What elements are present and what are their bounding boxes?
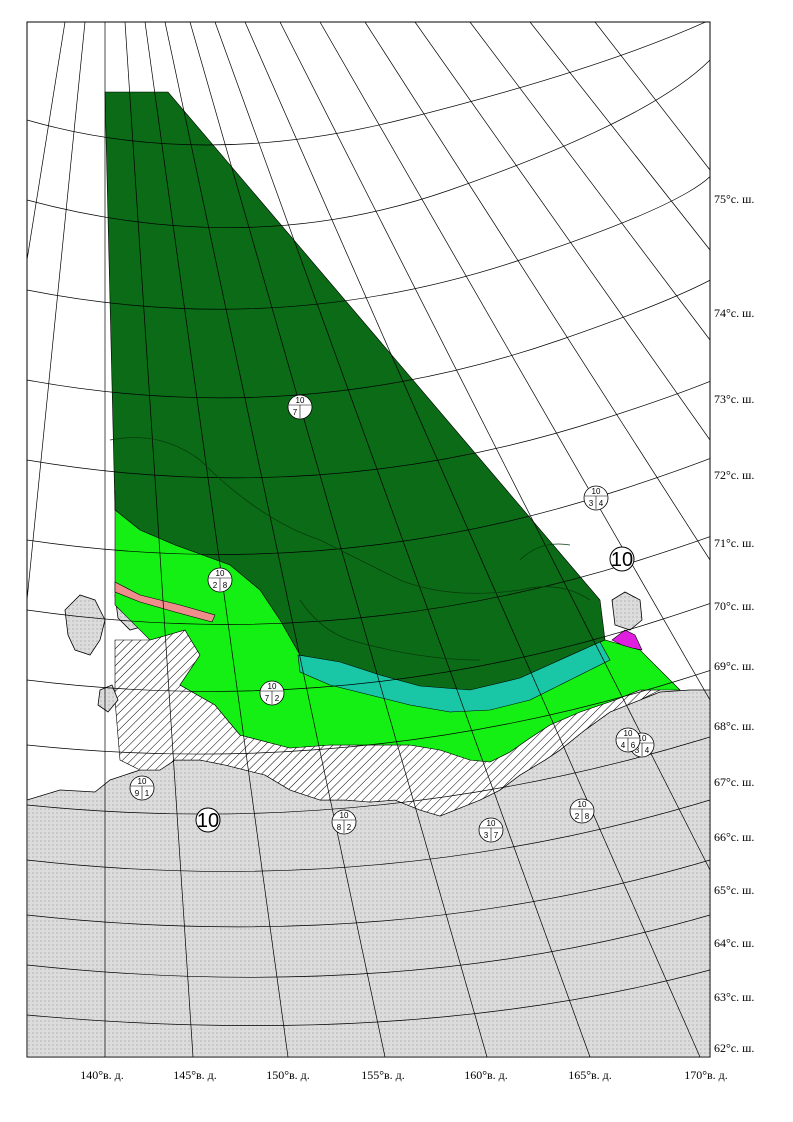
lat-label: 63°с. ш. bbox=[714, 990, 754, 1004]
longitude-labels: 140°в. д. 145°в. д. 150°в. д. 155°в. д. … bbox=[80, 1068, 728, 1082]
island-kotelny bbox=[64, 594, 106, 656]
ice-concentration-total: 10 bbox=[578, 800, 587, 809]
lat-label: 70°с. ш. bbox=[714, 599, 754, 613]
lat-label: 73°с. ш. bbox=[714, 392, 754, 406]
lat-label: 66°с. ш. bbox=[714, 830, 754, 844]
ice-egg-code-symbol: 10 2 8 bbox=[207, 567, 233, 593]
svg-text:10: 10 bbox=[197, 810, 219, 832]
lon-label: 155°в. д. bbox=[361, 1068, 405, 1082]
ice-concentration-total: 10 bbox=[487, 819, 496, 828]
ice-egg-code-symbol: 107 bbox=[287, 394, 313, 420]
ice-zone-teal bbox=[297, 641, 611, 713]
lon-label: 145°в. д. bbox=[173, 1068, 217, 1082]
island-small bbox=[97, 684, 119, 713]
ice-label-plain-1: 10 bbox=[609, 546, 635, 572]
ice-concentration-partial: 7 bbox=[293, 408, 298, 417]
ice-concentration-partial: 7 bbox=[494, 831, 499, 840]
lat-label: 65°с. ш. bbox=[714, 883, 754, 897]
lat-label: 62°с. ш. bbox=[714, 1041, 754, 1055]
lat-label: 69°с. ш. bbox=[714, 659, 754, 673]
lat-label: 68°с. ш. bbox=[714, 719, 754, 733]
ice-concentration-partial: 8 bbox=[585, 812, 590, 821]
lat-label: 72°с. ш. bbox=[714, 468, 754, 482]
ice-label-plain-2: 10 bbox=[195, 807, 221, 833]
ice-concentration-partial: 2 bbox=[575, 812, 580, 821]
lat-label: 75°с. ш. bbox=[714, 192, 754, 206]
ice-concentration-partial: 1 bbox=[145, 789, 150, 798]
ice-concentration-total: 10 bbox=[638, 734, 647, 743]
ice-concentration-total: 10 bbox=[216, 569, 225, 578]
ice-egg-code-symbol: 10 7 2 bbox=[259, 680, 285, 706]
ice-zone-magenta bbox=[611, 629, 643, 651]
lat-label: 71°с. ш. bbox=[714, 536, 754, 550]
ice-concentration-partial: 8 bbox=[223, 581, 228, 590]
contour-lines bbox=[109, 437, 591, 661]
ice-concentration-partial: 6 bbox=[631, 741, 636, 750]
ice-concentration-total: 10 bbox=[138, 777, 147, 786]
ice-egg-code-symbol: 10 9 1 bbox=[129, 775, 155, 801]
ice-concentration-partial: 3 bbox=[484, 831, 489, 840]
lon-label: 150°в. д. bbox=[266, 1068, 310, 1082]
ice-egg-code-symbol: 10 8 2 bbox=[331, 809, 357, 835]
lon-label: 140°в. д. bbox=[80, 1068, 124, 1082]
graticule-meridians bbox=[27, 22, 710, 1057]
ice-concentration-partial: 4 bbox=[621, 741, 626, 750]
ice-concentration-total: 10 bbox=[268, 682, 277, 691]
ice-concentration-partial: 2 bbox=[347, 823, 352, 832]
ice-concentration-total: 10 bbox=[296, 396, 305, 405]
ice-concentration-total: 10 bbox=[624, 729, 633, 738]
island-ayon bbox=[611, 591, 643, 631]
ice-concentration-partial: 4 bbox=[599, 499, 604, 508]
ice-concentration-partial: 4 bbox=[645, 746, 650, 755]
lon-label: 160°в. д. bbox=[464, 1068, 508, 1082]
ice-concentration-partial: 9 bbox=[135, 789, 140, 798]
ice-concentration-partial: 3 bbox=[589, 499, 594, 508]
ice-egg-code-symbol: 10 4 6 bbox=[615, 727, 641, 753]
lat-label: 74°с. ш. bbox=[714, 306, 754, 320]
ice-concentration-total: 10 bbox=[592, 487, 601, 496]
ice-concentration-partial: 2 bbox=[213, 581, 218, 590]
graticule-parallels bbox=[27, 22, 710, 1026]
ice-concentration-partial: 3 bbox=[635, 746, 640, 755]
ice-concentration-partial: 7 bbox=[265, 694, 270, 703]
svg-text:10: 10 bbox=[611, 549, 633, 571]
lon-label: 165°в. д. bbox=[568, 1068, 612, 1082]
ice-concentration-partial: 2 bbox=[275, 694, 280, 703]
ice-egg-code-symbol: 10 2 8 bbox=[569, 798, 595, 824]
ice-concentration-partial: 8 bbox=[337, 823, 342, 832]
latitude-labels: 75°с. ш. 74°с. ш. 73°с. ш. 72°с. ш. 71°с… bbox=[714, 192, 754, 1055]
ice-zone-pink bbox=[114, 581, 216, 623]
lon-label: 170°в. д. bbox=[684, 1068, 728, 1082]
ice-concentration-total: 10 bbox=[340, 811, 349, 820]
lat-label: 67°с. ш. bbox=[714, 775, 754, 789]
lat-label: 64°с. ш. bbox=[714, 936, 754, 950]
ice-egg-code-symbol: 10 3 4 bbox=[583, 485, 609, 511]
ice-egg-code-symbol: 10 3 7 bbox=[478, 817, 504, 843]
